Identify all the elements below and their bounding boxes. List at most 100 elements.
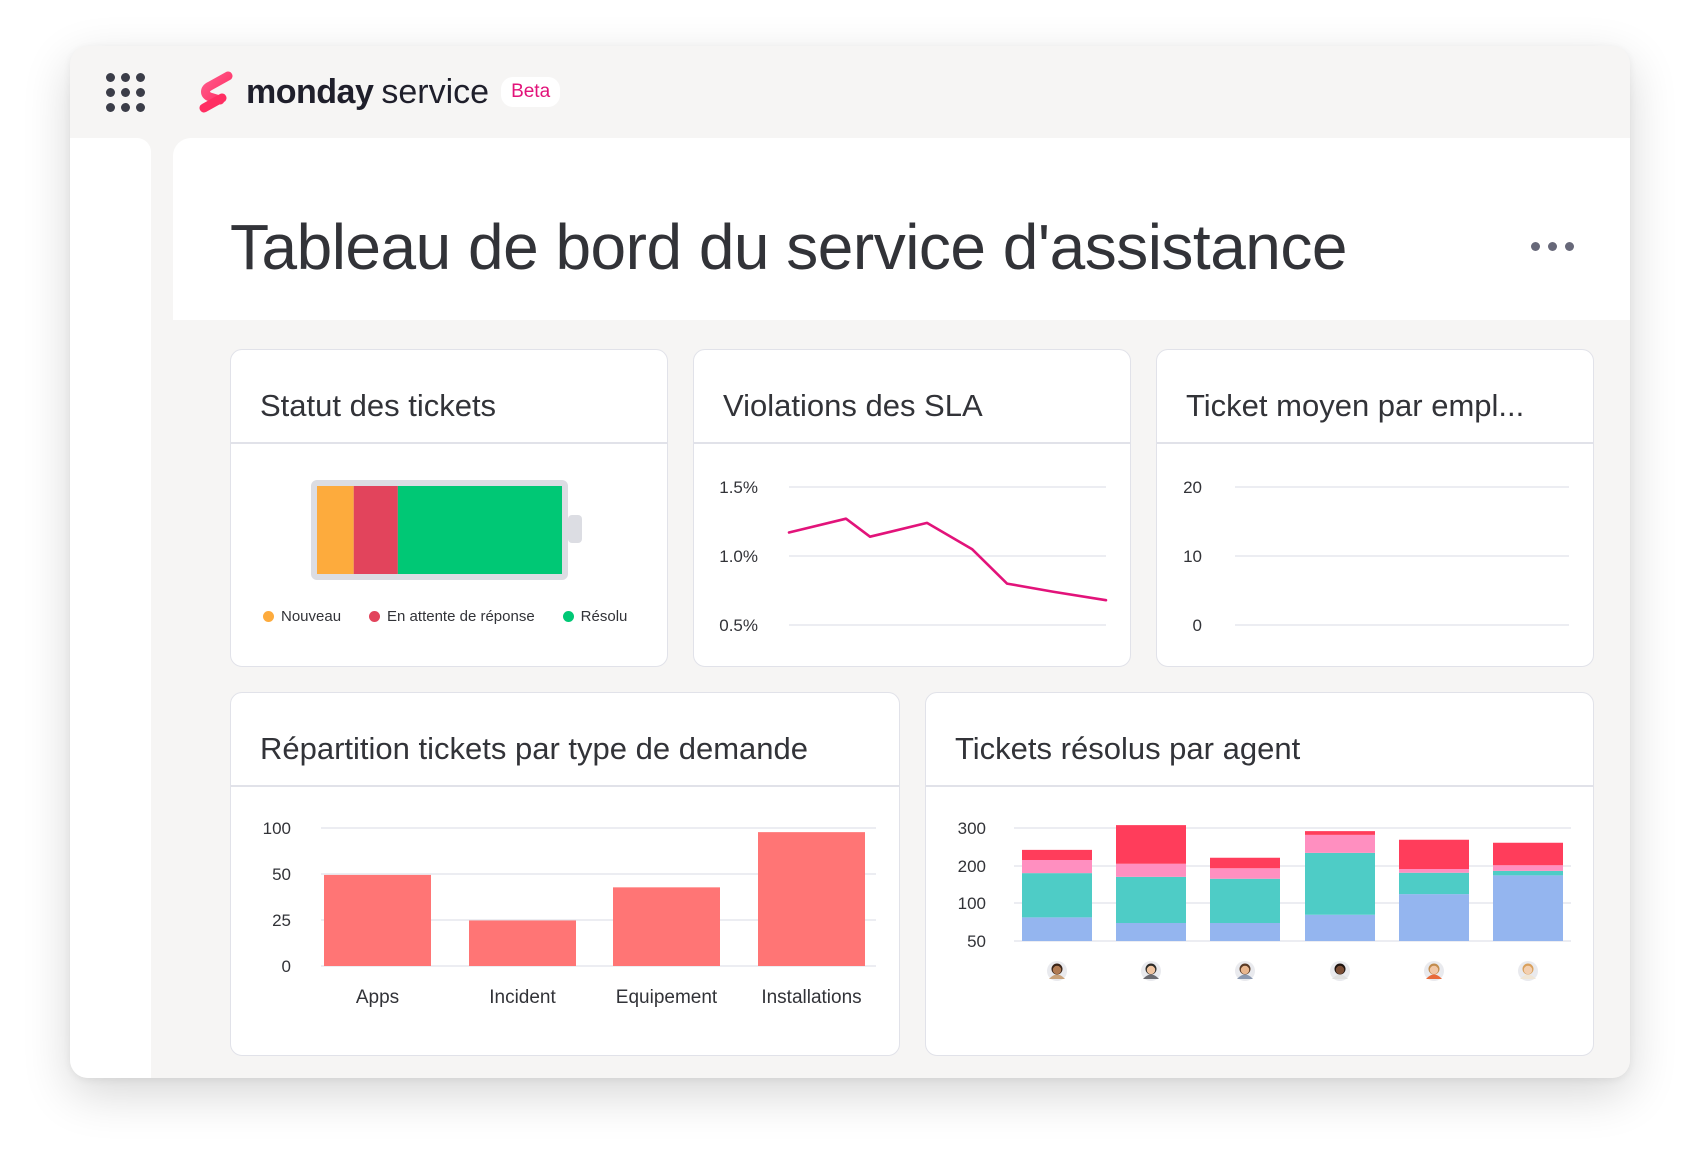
status-segment-1 (353, 486, 398, 574)
legend-item: Nouveau (263, 608, 341, 625)
avatar-body (1520, 974, 1536, 979)
status-segment-0 (317, 486, 354, 574)
widget-divider (1157, 442, 1593, 444)
agent-avatar (1141, 961, 1161, 981)
y-tick-label: 1.5% (719, 478, 758, 497)
left-sidebar (70, 138, 151, 1078)
x-tick-label: Incident (489, 987, 556, 1008)
widget-divider (694, 442, 1130, 444)
widget-title: Violations des SLA (723, 388, 983, 423)
widget-title: Tickets résolus par agent (955, 731, 1301, 766)
stack-segment (1399, 839, 1469, 869)
y-tick-label: 100 (958, 894, 986, 913)
widget-title: Répartition tickets par type de demande (260, 731, 808, 766)
avatar-face (1146, 965, 1156, 975)
avg-ticket-chart: 20 10 0 (1183, 478, 1569, 635)
y-tick-label: 50 (967, 932, 986, 951)
stack-segment (1493, 842, 1563, 866)
tickets-by-type-widget[interactable]: Répartition tickets par type de demande … (230, 692, 900, 1056)
widget-title: Ticket moyen par empl... (1186, 388, 1525, 423)
y-tick-label: 100 (263, 819, 291, 838)
stack-segment (1022, 873, 1092, 918)
stack-segment (1116, 876, 1186, 923)
stack-segment (1022, 860, 1092, 874)
apps-grid-dot (136, 73, 145, 82)
more-horizontal-icon[interactable] (1531, 238, 1575, 256)
apps-grid-dot (106, 73, 115, 82)
tickets-by-agent-chart: 300 200 100 50 (958, 819, 1571, 981)
sla-violations-chart: 1.5% 1.0% 0.5% (719, 478, 1108, 635)
bar-equipement (613, 887, 720, 966)
legend-label: En attente de réponse (387, 608, 535, 625)
stack-segment (1399, 894, 1469, 941)
stack-segment (1116, 825, 1186, 864)
stack-segment (1210, 868, 1280, 879)
bar-incident (469, 920, 576, 966)
sla-series-line (787, 517, 1108, 602)
agent-avatar (1235, 961, 1255, 981)
beta-badge: Beta (501, 77, 561, 107)
stack-segment (1116, 923, 1186, 941)
tickets-by-type-chart: 100 50 25 0 Apps Incident Equipement Installati… (263, 819, 876, 1008)
avatar-body (1237, 974, 1253, 979)
avatar-body (1426, 974, 1442, 979)
apps-grid-icon[interactable] (104, 71, 146, 113)
page-title: Tableau de bord du service d'assistance (230, 211, 1347, 283)
stack-segment (1022, 917, 1092, 941)
stack-segment (1210, 923, 1280, 941)
y-tick-label: 1.0% (719, 547, 758, 566)
legend-label: Résolu (580, 608, 628, 625)
ticket-status-chart (311, 480, 582, 580)
legend-dot (562, 611, 574, 622)
agent-avatar (1518, 961, 1538, 981)
bar-apps (324, 874, 431, 966)
avatar-face (1523, 965, 1533, 975)
y-tick-label: 25 (272, 911, 291, 930)
apps-grid-dot (136, 88, 145, 97)
x-tick-label: Installations (761, 987, 861, 1008)
y-tick-label: 10 (1183, 547, 1202, 566)
legend-dot (369, 611, 381, 622)
widget-divider (231, 785, 899, 787)
apps-grid-dot (121, 88, 130, 97)
y-tick-label: 300 (958, 819, 986, 838)
apps-grid-dot (121, 103, 130, 112)
sla-violations-widget[interactable]: Violations des SLA 1.5% 1.0% 0.5% (693, 349, 1131, 667)
brand-name-light: service (381, 72, 490, 111)
stack-segment (1305, 834, 1375, 853)
legend-label: Nouveau (281, 608, 342, 625)
widget-title: Statut des tickets (260, 388, 497, 423)
legend-dot (263, 611, 274, 622)
ticket-status-widget[interactable]: Statut des tickets Nouveau En attente de … (230, 349, 668, 667)
app-window: monday service Beta Tableau de bord du s… (70, 46, 1630, 1078)
ticket-status-legend: Nouveau En attente de réponse Résolu (263, 608, 627, 625)
stack-segment (1305, 831, 1375, 835)
stack-segment (1493, 870, 1563, 876)
y-tick-label: 20 (1183, 478, 1202, 497)
y-tick-label: 0 (1193, 616, 1202, 635)
top-bar: monday service Beta (70, 46, 1630, 138)
apps-grid-dot (106, 103, 115, 112)
battery-cap (568, 515, 582, 543)
brand[interactable]: monday service Beta (198, 68, 561, 116)
x-tick-label: Equipement (616, 987, 718, 1008)
stack-segment (1210, 878, 1280, 923)
stack-segment (1399, 872, 1469, 895)
widget-divider (231, 442, 667, 444)
avatar-face (1335, 965, 1345, 975)
brand-name-bold: monday (246, 72, 374, 111)
stack-segment (1493, 875, 1563, 941)
y-tick-label: 50 (272, 865, 291, 884)
apps-grid-dot (106, 88, 115, 97)
y-tick-label: 0 (282, 957, 291, 976)
bar-installations (758, 832, 865, 966)
avg-ticket-widget[interactable]: Ticket moyen par empl... 20 10 0 (1156, 349, 1594, 667)
y-tick-label: 0.5% (719, 616, 758, 635)
stack-segment (1116, 863, 1186, 877)
legend-item: En attente de réponse (369, 608, 535, 625)
agent-avatar (1047, 961, 1067, 981)
monday-service-logo (199, 71, 233, 113)
avatar-body (1143, 974, 1159, 979)
tickets-by-agent-widget[interactable]: Tickets résolus par agent 300 200 100 50 (925, 692, 1594, 1056)
stack-segment (1210, 857, 1280, 869)
